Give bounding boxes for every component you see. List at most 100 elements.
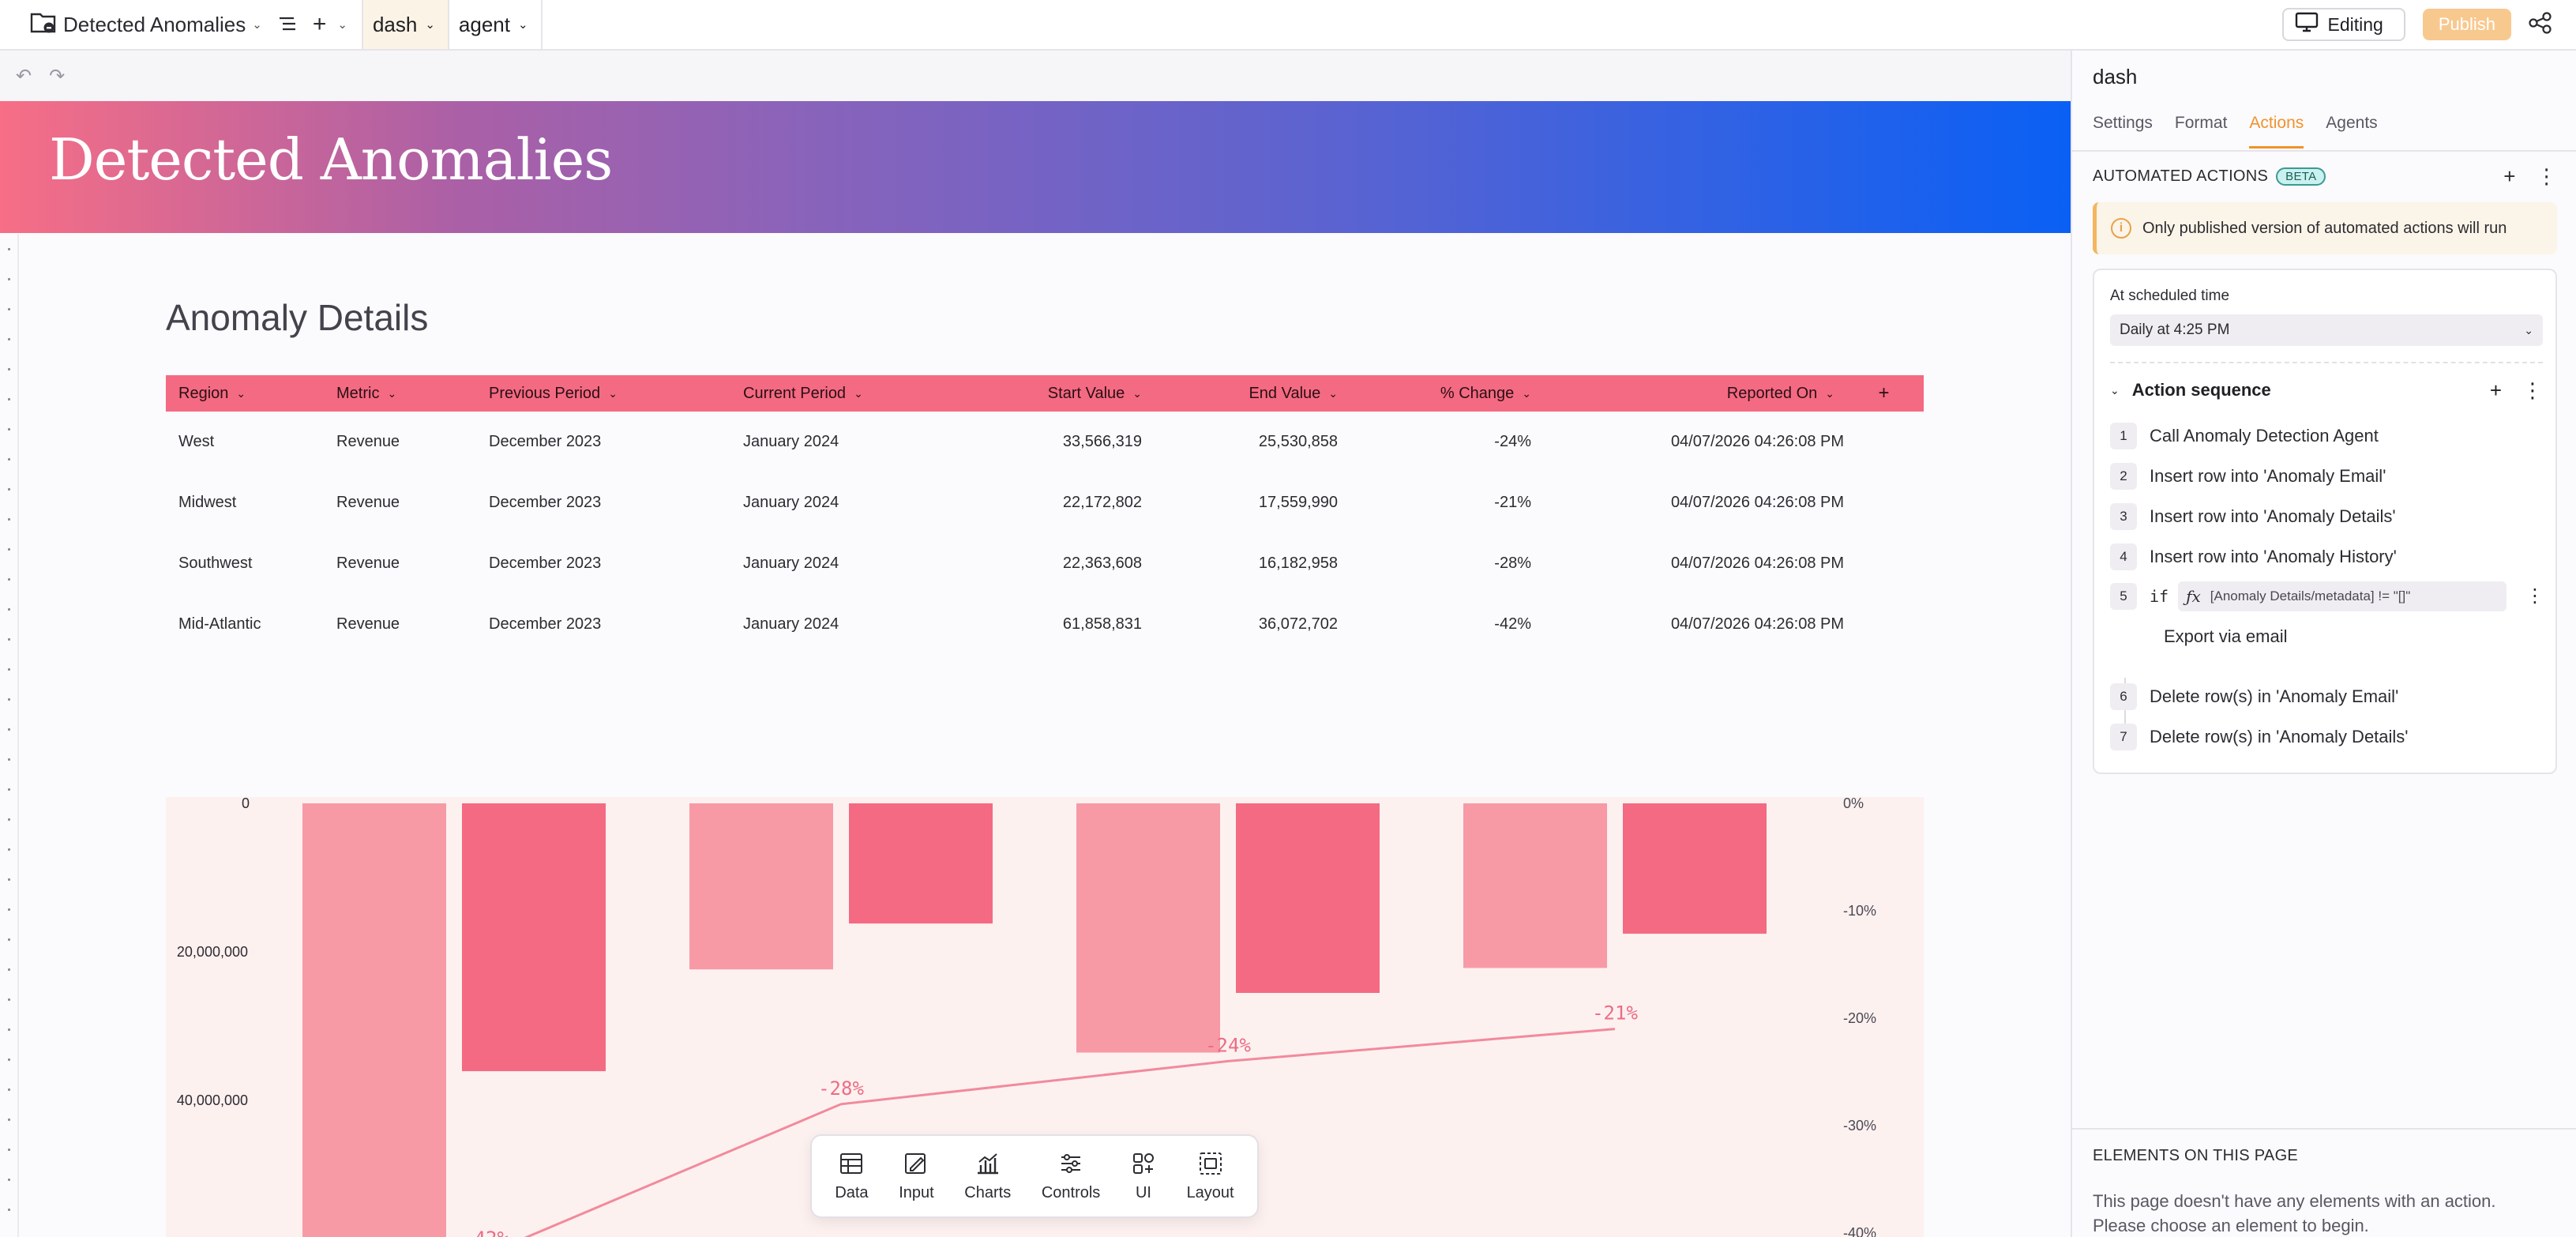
column-header[interactable]: % Change ⌄ [1338,375,1531,412]
action-step[interactable]: 1 Call Anomaly Detection Agent [2110,422,2379,450]
rail-dot [8,968,10,971]
table-row[interactable]: Southwest Revenue December 2023 January 202… [166,533,1924,594]
add-charts-button[interactable]: Charts [964,1151,1011,1202]
tab-agents[interactable]: Agents [2326,114,2378,132]
add-ui-button[interactable]: UI [1131,1151,1156,1202]
line-data-label: -24% [1205,1034,1251,1056]
chevron-down-icon: ⌄ [387,386,397,400]
chevron-down-icon: ⌄ [1328,386,1338,400]
line-data-label: -21% [1592,1002,1638,1025]
left-axis-tick-label: 0 [242,797,250,811]
table-cell: 04/07/2026 04:26:08 PM [1670,433,1844,450]
right-axis-tick-label: -20% [1843,1010,1876,1026]
automation-card: At scheduled time Daily at 4:25 PM ⌄ ⌄ A… [2093,269,2557,774]
warning-text: Only published version of automated acti… [2142,219,2507,237]
chart-bar [462,803,606,1072]
column-header[interactable]: Region ⌄ [166,375,336,412]
nested-action-step[interactable]: Export via email [2164,622,2288,651]
add-layout-button[interactable]: Layout [1187,1151,1234,1202]
add-step-button[interactable]: + [2489,378,2502,402]
chevron-down-icon: ⌄ [608,386,618,400]
schedule-select[interactable]: Daily at 4:25 PM ⌄ [2110,314,2543,346]
table-cell: 04/07/2026 04:26:08 PM [1670,555,1844,572]
rail-dot [8,1119,10,1121]
left-rail [0,234,19,1237]
table-cell: -24% [1494,433,1531,450]
table-cell: 36,072,702 [1258,615,1338,633]
step-number: 7 [2110,724,2137,750]
column-header[interactable]: Metric ⌄ [336,375,489,412]
formula-text: [Anomaly Details/metadata] != "[]" [2210,588,2411,603]
add-data-button[interactable]: Data [835,1151,869,1202]
tab-agent[interactable]: agent ⌄ [447,0,543,49]
rail-dot [8,278,10,280]
rail-dot [8,908,10,911]
action-step[interactable]: 7 Delete row(s) in 'Anomaly Details' [2110,723,2409,751]
chart-icon [977,1152,998,1174]
step-label: Export via email [2164,626,2288,646]
table-body: West Revenue December 2023 January 2024 33,5… [166,412,1924,655]
input-icon [905,1152,926,1174]
tab-actions[interactable]: Actions [2249,114,2304,149]
column-header-label: Metric [336,384,380,402]
elements-heading: ELEMENTS ON THIS PAGE [2093,1147,2299,1164]
column-header[interactable]: Reported On ⌄ [1531,375,1844,412]
publish-button[interactable]: Publish [2422,9,2511,40]
table-cell: December 2023 [489,555,602,572]
left-axis-tick-label: 40,000,000 [177,1092,248,1108]
share-icon[interactable] [2529,11,2552,38]
rail-dot [8,1149,10,1151]
table-header: Region ⌄ Metric ⌄ Previous Period ⌄ Current Pe… [166,375,1924,412]
divider [2110,362,2543,363]
action-step[interactable]: 2 Insert row into 'Anomaly Email' [2110,462,2386,491]
rail-dot [8,818,10,821]
column-header[interactable]: Previous Period ⌄ [489,375,743,412]
add-page-button[interactable]: + ⌄ [305,0,355,49]
step-label: Delete row(s) in 'Anomaly Details' [2150,727,2409,746]
action-step[interactable]: 4 Insert row into 'Anomaly History' [2110,543,2397,571]
tab-settings[interactable]: Settings [2093,114,2153,132]
add-controls-button[interactable]: Controls [1042,1151,1100,1202]
automated-actions-header: AUTOMATED ACTIONS BETA + ⋮ [2093,164,2557,189]
table-cell: Southwest [178,555,253,572]
column-header[interactable]: Start Value ⌄ [941,375,1142,412]
table-row[interactable]: Midwest Revenue December 2023 January 2024 2… [166,472,1924,533]
more-options-icon[interactable]: ⋮ [2525,585,2544,607]
fab-label: Charts [964,1183,1012,1201]
header-banner[interactable]: Detected Anomalies [0,101,2071,233]
redo-icon[interactable]: ↷ [49,65,66,87]
chevron-down-icon: ⌄ [854,386,863,400]
table-row[interactable]: West Revenue December 2023 January 2024 33,5… [166,412,1924,472]
action-step[interactable]: 6 Delete row(s) in 'Anomaly Email' [2110,682,2398,711]
right-axis-tick-label: 0% [1843,797,1864,811]
layout-icon [1199,1152,1222,1175]
editing-mode-button[interactable]: Editing [2281,8,2405,41]
condition-formula-field[interactable]: ƒx [Anomaly Details/metadata] != "[]" [2178,581,2507,611]
add-column-button[interactable]: + [1878,382,1890,404]
column-header-label: Previous Period [489,384,601,402]
outline-button[interactable] [270,0,305,49]
step-label: Insert row into 'Anomaly History' [2150,547,2397,566]
section-title: Anomaly Details [166,297,429,338]
table-cell: -42% [1494,615,1531,633]
anomaly-chart[interactable]: 0 20,000,000 40,000,000 0% -10% -20% -30% -40% -… [166,797,1924,1237]
condition-step[interactable]: 5 if ƒx [Anomaly Details/metadata] != "[… [2110,581,2507,611]
action-sequence-header[interactable]: ⌄ Action sequence + ⋮ [2110,373,2543,408]
document-title-menu[interactable]: Detected Anomalies ⌄ [22,0,270,49]
more-options-icon[interactable]: ⋮ [2536,164,2557,188]
anomaly-details-table[interactable]: Region ⌄ Metric ⌄ Previous Period ⌄ Current Pe… [166,375,1924,655]
tab-label: agent [458,12,510,36]
tab-format[interactable]: Format [2174,114,2228,132]
plus-icon: + [312,11,327,37]
tab-dash[interactable]: dash ⌄ [361,0,448,49]
column-header[interactable]: Current Period ⌄ [743,375,941,412]
undo-icon[interactable]: ↶ [16,65,32,87]
chart-bar [302,803,446,1237]
table-row[interactable]: Mid-Atlantic Revenue December 2023 January … [166,594,1924,655]
add-action-button[interactable]: + [2503,164,2516,188]
add-input-button[interactable]: Input [899,1151,934,1202]
more-options-icon[interactable]: ⋮ [2522,378,2543,402]
action-step[interactable]: 3 Insert row into 'Anomaly Details' [2110,502,2396,531]
column-header[interactable]: End Value ⌄ [1142,375,1338,412]
chart-svg: 0 20,000,000 40,000,000 0% -10% -20% -30% -40% -… [177,797,1876,1237]
